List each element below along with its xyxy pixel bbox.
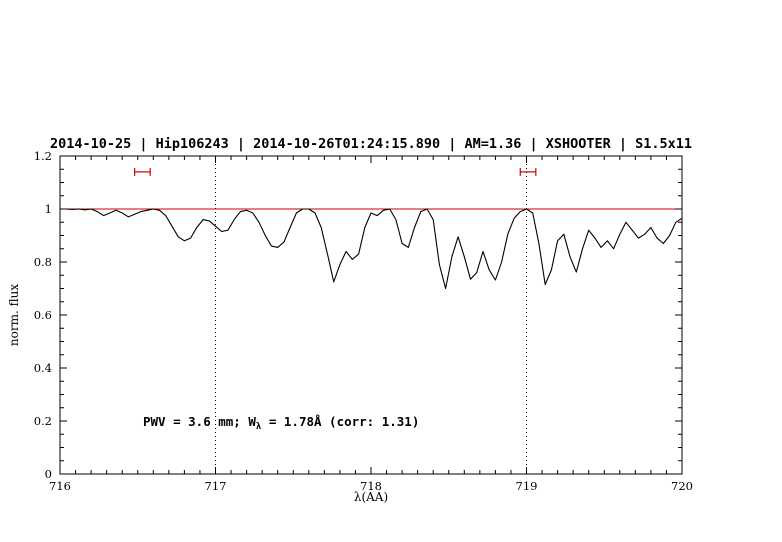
plot-content [60, 156, 683, 474]
pwv-annotation-suffix: = 1.78Å (corr: 1.31) [261, 414, 419, 429]
plot-title: 2014-10-25 | Hip106243 | 2014-10-26T01:2… [50, 136, 692, 152]
pwv-annotation-prefix: PWV = 3.6 mm; W [143, 414, 256, 429]
plot-axes: 716 717 718 719 720 0 0.2 0.4 0.6 0.8 1 1.2 [34, 149, 693, 493]
y-tick-label: 0 [45, 467, 52, 481]
y-tick-label: 1.2 [34, 149, 52, 163]
x-tick-label: 718 [360, 479, 382, 493]
y-tick-label: 1 [45, 202, 52, 216]
x-tick-label: 719 [516, 479, 538, 493]
y-tick-label: 0.6 [34, 308, 52, 322]
y-tick-label: 0.4 [34, 361, 52, 375]
y-axis-label: norm. flux [7, 284, 21, 346]
coverage-marker [134, 167, 151, 176]
x-tick-label: 720 [671, 479, 693, 493]
x-axis-label: λ(AA) [354, 490, 388, 504]
y-tick-label: 0.8 [34, 255, 52, 269]
x-tick-label: 717 [205, 479, 227, 493]
pwv-annotation: PWV = 3.6 mm; Wλ = 1.78Å (corr: 1.31) [143, 414, 419, 432]
y-tick-label: 0.2 [34, 414, 52, 428]
coverage-marker [519, 167, 537, 176]
x-tick-label: 716 [49, 479, 71, 493]
spectrum-line [60, 208, 683, 290]
pwv-annotation-subscript: λ [256, 422, 262, 432]
